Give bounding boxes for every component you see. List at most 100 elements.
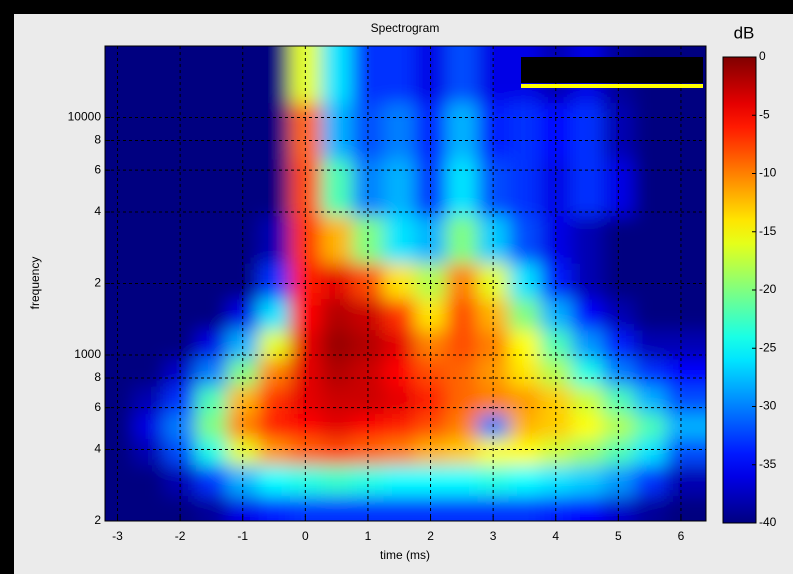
heatmap-cell — [383, 464, 416, 497]
heatmap-cell — [383, 437, 416, 466]
plot-frame — [104, 45, 707, 522]
heatmap-cell — [383, 46, 416, 104]
heatmap-cell — [414, 437, 448, 466]
heatmap-cell — [508, 495, 542, 521]
heatmap-cell — [289, 298, 322, 331]
heatmap-cell — [320, 215, 354, 264]
heatmap-cell — [383, 329, 416, 360]
heatmap-cell — [195, 46, 229, 104]
heatmap-cell — [105, 358, 135, 387]
heatmap-cell — [105, 385, 135, 414]
heatmap-cell — [571, 464, 604, 497]
heatmap-cell — [540, 298, 573, 331]
y-tick-label: 8 — [94, 133, 101, 147]
heatmap-cell — [446, 385, 479, 414]
heatmap-cell — [665, 329, 706, 360]
heatmap-cell — [258, 46, 291, 104]
heatmap-cell — [258, 298, 291, 331]
heatmap-cell — [446, 215, 479, 264]
chart-title: Spectrogram — [371, 21, 440, 35]
heatmap-cell — [133, 437, 166, 466]
colorbar-tick-label: -10 — [759, 166, 777, 180]
x-tick-label: 4 — [552, 529, 559, 543]
heatmap-cell — [571, 495, 604, 521]
heatmap-cell — [634, 298, 667, 331]
heatmap-cell — [195, 215, 229, 264]
heatmap-cell — [383, 495, 416, 521]
heatmap-cell — [195, 385, 229, 414]
heatmap-cell — [571, 298, 604, 331]
heatmap-cell — [634, 158, 667, 217]
x-tick-label: 6 — [678, 529, 685, 543]
heatmap-cell — [320, 329, 354, 360]
heatmap-cell — [446, 464, 479, 497]
heatmap-cell — [320, 464, 354, 497]
heatmap-cell — [446, 298, 479, 331]
heatmap-cell — [195, 437, 229, 466]
heatmap-cell — [571, 158, 604, 217]
y-tick-label: 2 — [94, 513, 101, 527]
heatmap-cell — [414, 358, 448, 387]
heatmap-cell — [446, 358, 479, 387]
heatmap-cell — [133, 262, 166, 300]
heatmap-cell — [414, 158, 448, 217]
heatmap-cell — [477, 46, 510, 104]
heatmap-cell — [571, 215, 604, 264]
colorbar-tick-label: -20 — [759, 282, 777, 296]
x-axis-label: time (ms) — [380, 548, 430, 562]
heatmap-cell — [352, 298, 385, 331]
heatmap-cell — [258, 437, 291, 466]
heatmap-cell — [258, 102, 291, 160]
heatmap-cell — [571, 262, 604, 300]
heatmap-cell — [133, 358, 166, 387]
annotation-box — [521, 57, 703, 83]
heatmap-cell — [383, 102, 416, 160]
heatmap-cell — [195, 358, 229, 387]
heatmap-cell — [665, 437, 706, 466]
heatmap-cell — [508, 298, 542, 331]
heatmap-cell — [571, 102, 604, 160]
y-tick-label: 10000 — [68, 110, 102, 124]
y-tick-label: 6 — [94, 162, 101, 176]
heatmap-cell — [665, 412, 706, 439]
heatmap-cell — [508, 464, 542, 497]
heatmap-cell — [133, 464, 166, 497]
heatmap-cell — [105, 46, 135, 104]
heatmap-cell — [320, 412, 354, 439]
heatmap-cell — [133, 102, 166, 160]
heatmap-cell — [383, 412, 416, 439]
heatmap-cell — [602, 298, 636, 331]
heatmap-cell — [508, 262, 542, 300]
heatmap-cell — [320, 46, 354, 104]
heatmap-cell — [289, 46, 322, 104]
heatmap-cell — [133, 158, 166, 217]
heatmap-cell — [414, 298, 448, 331]
heatmap-cell — [414, 215, 448, 264]
annotation-text: 1m — [594, 57, 616, 74]
colorbar-tick-label: -40 — [759, 515, 777, 529]
heatmap-cell — [634, 437, 667, 466]
heatmap-cell — [446, 437, 479, 466]
x-tick-label: -3 — [112, 529, 123, 543]
y-tick-label: 4 — [94, 204, 101, 218]
heatmap-cell — [665, 102, 706, 160]
heatmap-cell — [195, 102, 229, 160]
heatmap-cell — [665, 215, 706, 264]
heatmap-cell — [508, 329, 542, 360]
heatmap-cell — [320, 262, 354, 300]
heatmap-cell — [634, 262, 667, 300]
heatmap-cell — [571, 385, 604, 414]
heatmap-cell — [383, 298, 416, 331]
colorbar-tick-label: -30 — [759, 399, 777, 413]
y-tick-label: 8 — [94, 370, 101, 384]
heatmap-cell — [133, 46, 166, 104]
heatmap-cell — [105, 215, 135, 264]
x-tick-label: -2 — [175, 529, 186, 543]
heatmap-cell — [414, 46, 448, 104]
heatmap-cell — [414, 412, 448, 439]
x-tick-label: 1 — [365, 529, 372, 543]
heatmap-cell — [133, 215, 166, 264]
heatmap-cell — [105, 158, 135, 217]
x-tick-label: 2 — [427, 529, 434, 543]
heatmap-cell — [227, 298, 260, 331]
